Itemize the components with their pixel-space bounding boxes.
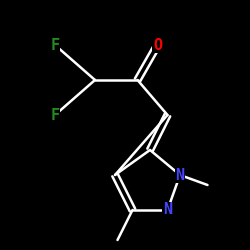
Text: F: F	[50, 108, 59, 122]
Text: F: F	[50, 38, 59, 52]
Text: N: N	[176, 168, 184, 182]
Text: N: N	[163, 202, 172, 218]
Text: O: O	[153, 38, 162, 52]
